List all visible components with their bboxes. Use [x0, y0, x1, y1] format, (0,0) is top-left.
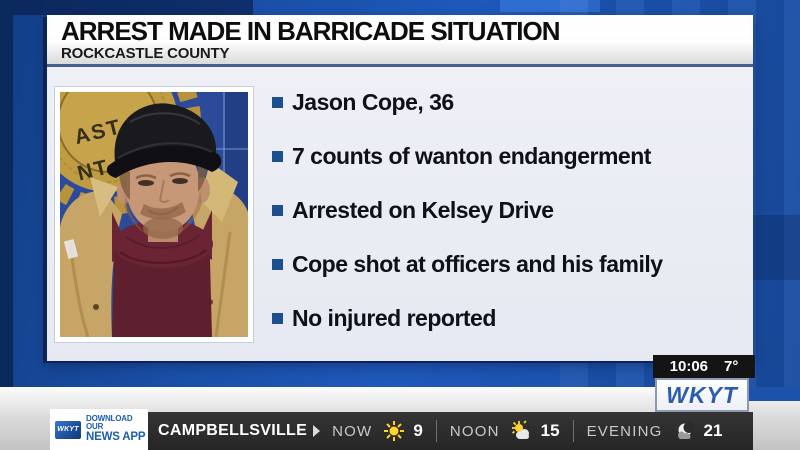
- bullet-text: Jason Cope, 36: [292, 88, 454, 115]
- sun-icon: [384, 421, 405, 441]
- bullet-square-icon: [272, 97, 283, 108]
- bullet-item: Jason Cope, 36: [272, 87, 745, 117]
- background-dark-strip: [0, 0, 13, 400]
- temperature: 7°: [724, 358, 739, 375]
- promo-line1: DOWNLOAD OUR: [86, 414, 133, 432]
- clock-time: 10:06: [669, 358, 709, 375]
- ticker-label-noon: NOON: [449, 422, 500, 440]
- bullet-text: Cope shot at officers and his family: [292, 250, 663, 277]
- bullet-square-icon: [272, 259, 283, 270]
- bullet-square-icon: [272, 151, 283, 162]
- bullet-item: No injured reported: [272, 303, 745, 333]
- ticker-separator: [572, 420, 574, 442]
- station-logo-text: WKYT: [666, 381, 738, 408]
- booking-photo: AST NT: [55, 87, 253, 342]
- bullet-item: 7 counts of wanton endangerment: [272, 141, 745, 171]
- person-portrait: [60, 103, 248, 337]
- sun-cloud-icon: [511, 420, 529, 439]
- wkyt-mini-logo-text: WKYT: [57, 426, 79, 433]
- wkyt-mini-logo-icon: WKYT: [55, 420, 81, 439]
- bullet-text: No injured reported: [292, 304, 496, 331]
- headline: ARREST MADE IN BARRICADE SITUATION: [61, 16, 561, 46]
- story-card: AST NT: [47, 67, 753, 361]
- background-blue-patch: [747, 387, 800, 401]
- news-app-promo: WKYT DOWNLOAD OUR NEWS APP: [50, 409, 148, 450]
- ticker-value-evening: 21: [703, 421, 723, 440]
- ticker-location: CAMPBELLSVILLE: [158, 422, 308, 439]
- promo-line2: NEWS APP: [86, 431, 146, 444]
- ticker-value-now: 9: [413, 421, 423, 440]
- booking-photo-illustration: AST NT: [60, 92, 248, 337]
- station-logo: WKYT: [655, 378, 749, 412]
- moon-cloud-icon: [678, 422, 695, 439]
- ticker-separator: [435, 420, 437, 442]
- background-bright-block: [500, 0, 600, 12]
- bullet-square-icon: [272, 313, 283, 324]
- bullet-item: Arrested on Kelsey Drive: [272, 195, 745, 225]
- bullet-list: Jason Cope, 36 7 counts of wanton endang…: [272, 87, 745, 357]
- ticker-label-evening: EVENING: [586, 422, 663, 440]
- promo-text: DOWNLOAD OUR NEWS APP: [86, 415, 148, 444]
- bullet-square-icon: [272, 205, 283, 216]
- ticker-value-noon: 15: [540, 421, 560, 440]
- bullet-item: Cope shot at officers and his family: [272, 249, 745, 279]
- arrow-right-icon: [313, 425, 321, 437]
- time-temperature-bug: 10:06 7°: [653, 355, 755, 378]
- background-top-shade: [13, 0, 253, 15]
- ticker-label-now: NOW: [332, 422, 373, 440]
- subtitle: ROCKCASTLE COUNTY: [61, 45, 230, 62]
- story-panel: ARREST MADE IN BARRICADE SITUATION ROCKC…: [47, 15, 753, 361]
- bullet-text: 7 counts of wanton endangerment: [292, 142, 651, 169]
- weather-ticker: CAMPBELLSVILLE NOW 9 NOON: [148, 412, 753, 450]
- bullet-text: Arrested on Kelsey Drive: [292, 196, 554, 223]
- headline-banner: ARREST MADE IN BARRICADE SITUATION ROCKC…: [47, 15, 753, 67]
